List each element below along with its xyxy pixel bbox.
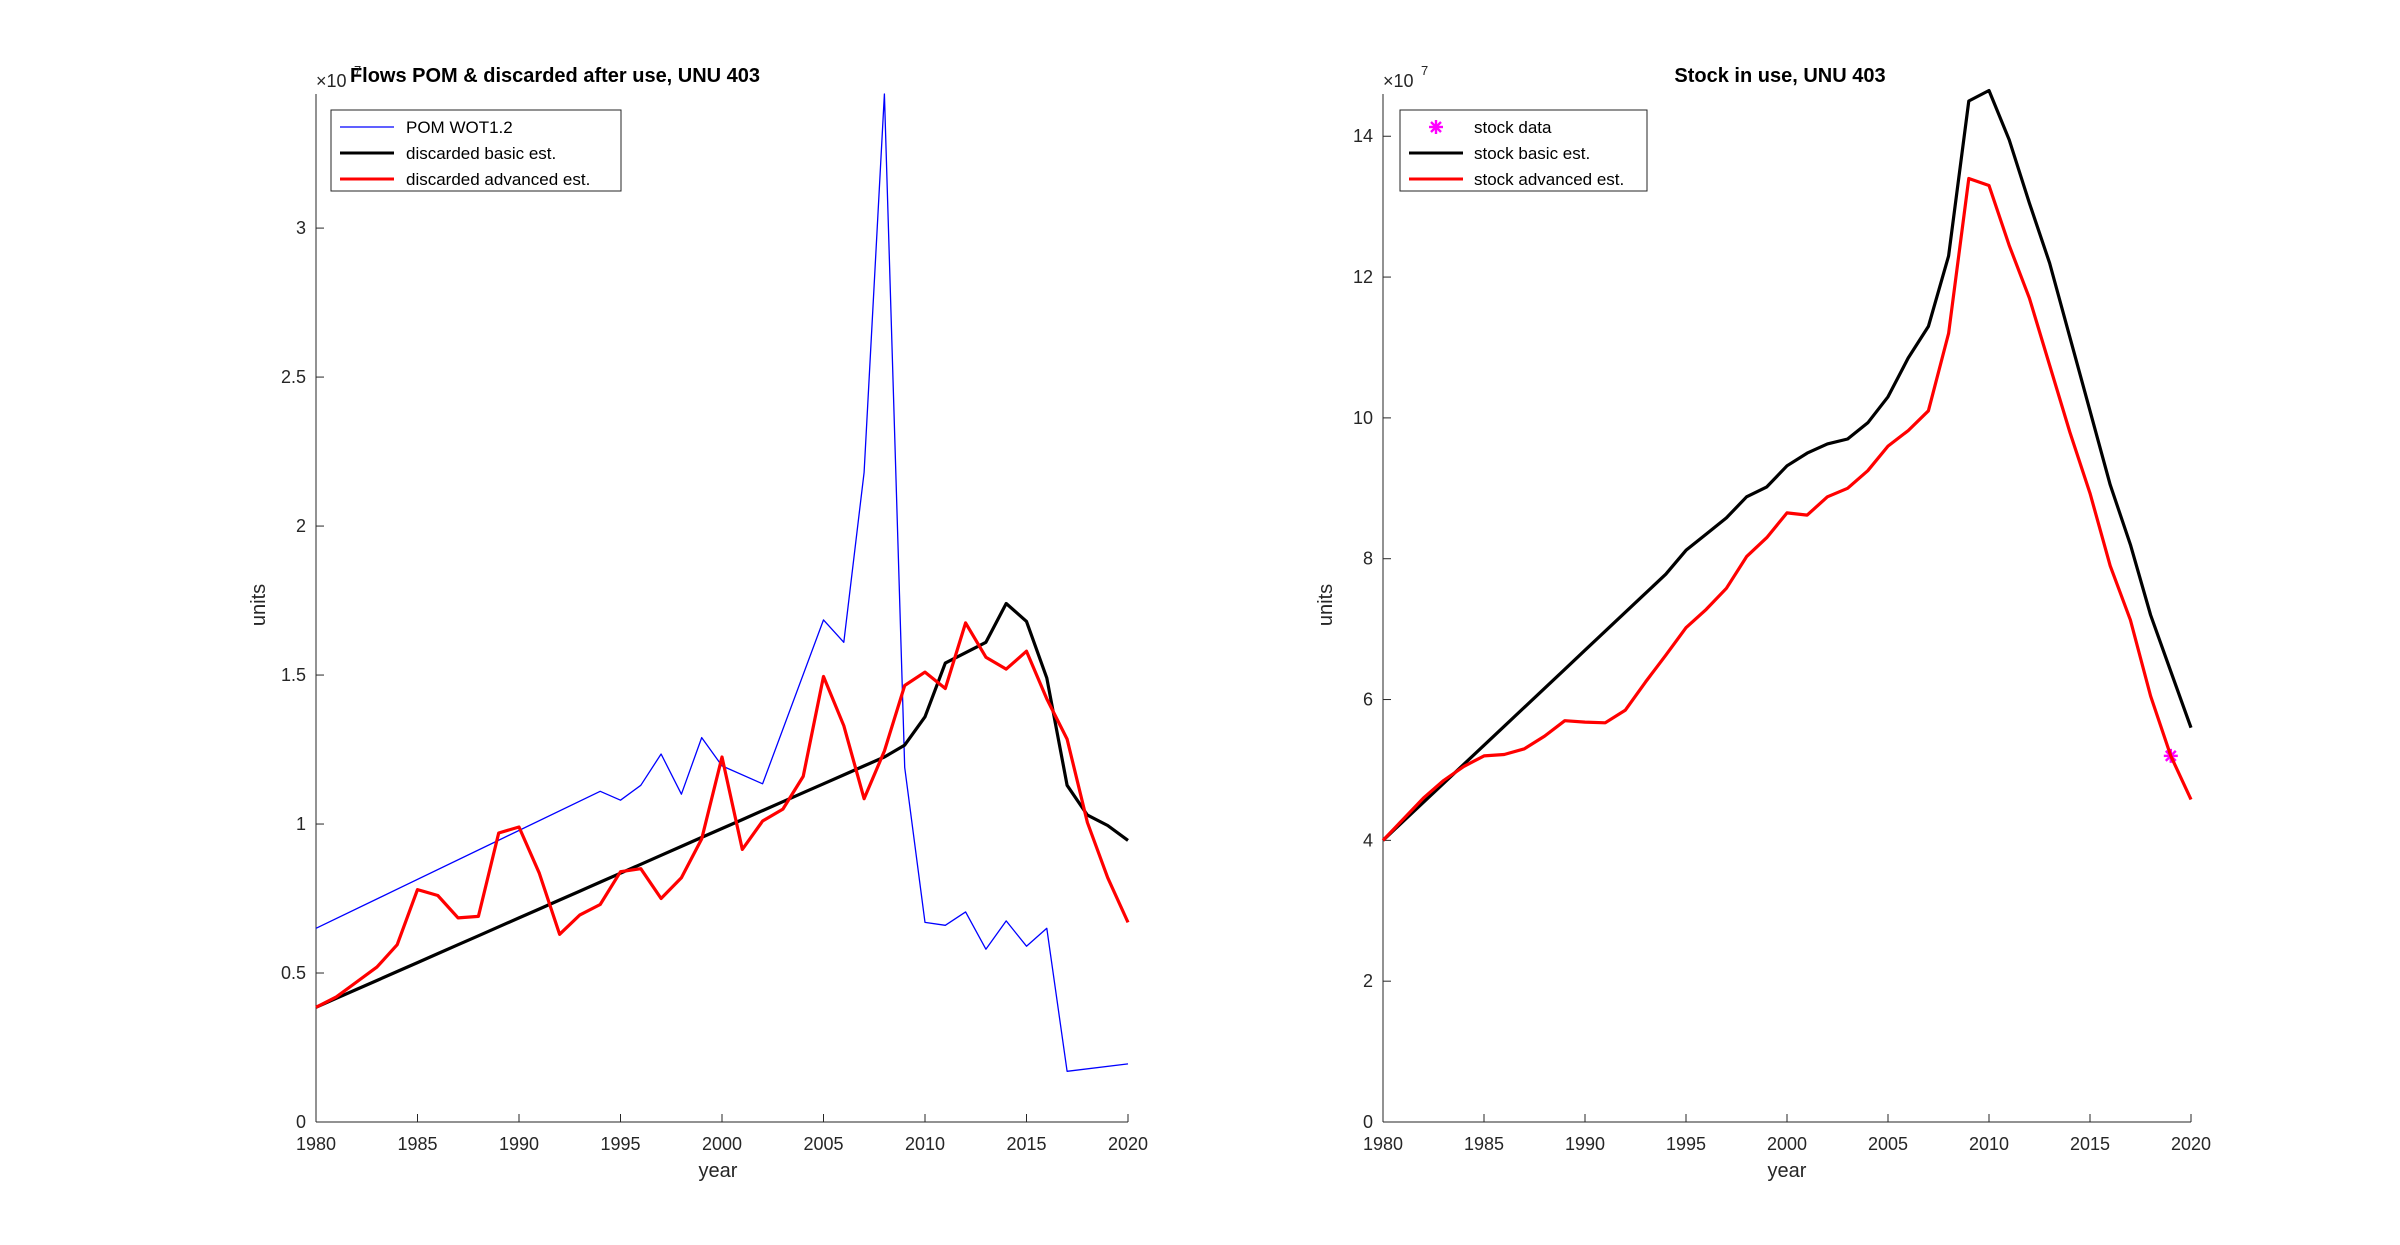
exponent-base: ×10 (1383, 71, 1414, 91)
chart-flows: Flows POM & discarded after use, UNU 403… (248, 63, 1148, 1182)
y-tick-label: 2 (1363, 971, 1373, 991)
x-tick-label: 1980 (296, 1134, 336, 1154)
series-line-stock-advanced-est- (1381, 176, 2193, 842)
x-tick-label: 2005 (803, 1134, 843, 1154)
chart-title: Stock in use, UNU 403 (1674, 65, 1885, 87)
x-tick-label: 2020 (1108, 1134, 1148, 1154)
legend-swatch-stock-data (1429, 120, 1443, 134)
y-tick-label: 2 (296, 516, 306, 536)
plot-area: 1980 1985 1990 1995 2000 2005 2010 2015 2020 0 0.5… (281, 93, 1148, 1154)
legend-label-pom: POM WOT1.2 (406, 118, 513, 137)
legend: POM WOT1.2 discarded basic est. discarde… (330, 109, 622, 192)
y-exponent-label: ×10 7 (316, 63, 361, 91)
x-tick-label: 2000 (1767, 1134, 1807, 1154)
y-tick-label: 10 (1353, 408, 1373, 428)
exponent-power: 7 (1421, 63, 1428, 78)
exponent-power: 7 (354, 63, 361, 78)
y-tick-label: 8 (1363, 549, 1373, 569)
x-tick-label: 1990 (499, 1134, 539, 1154)
plot-area: 1980 1985 1990 1995 2000 2005 2010 2015 2020 0 2 4 6… (1353, 88, 2211, 1154)
y-tick-label: 4 (1363, 830, 1373, 850)
y-tick-label: 1 (296, 814, 306, 834)
series-line-pom-wot1-2 (315, 93, 1129, 1072)
y-tick-label: 0 (1363, 1112, 1373, 1132)
y-tick-label: 12 (1353, 267, 1373, 287)
chart-stock: Stock in use, UNU 403 ×10 7 1980 1985 1990… (1315, 63, 2211, 1182)
x-tick-label: 2020 (2171, 1134, 2211, 1154)
series-line-discarded-basic-est- (315, 601, 1129, 1009)
legend-label-stock-data: stock data (1474, 118, 1552, 137)
x-tick-label: 1985 (397, 1134, 437, 1154)
y-exponent-label: ×10 7 (1383, 63, 1428, 91)
legend-label-stock-advanced: stock advanced est. (1474, 170, 1624, 189)
x-tick-label: 1995 (600, 1134, 640, 1154)
y-axis-label: units (1315, 584, 1337, 626)
y-tick-label: 3 (296, 218, 306, 238)
x-tick-label: 2010 (905, 1134, 945, 1154)
legend-label-stock-basic: stock basic est. (1474, 144, 1590, 163)
x-tick-label: 2000 (702, 1134, 742, 1154)
y-tick-label: 1.5 (281, 665, 306, 685)
y-axis-label: units (248, 584, 270, 626)
legend-label-basic: discarded basic est. (406, 144, 556, 163)
x-tick-label: 2015 (2070, 1134, 2110, 1154)
y-tick-label: 0.5 (281, 963, 306, 983)
x-axis-label: year (1768, 1160, 1807, 1182)
x-axis-label: year (699, 1160, 738, 1182)
chart-title: Flows POM & discarded after use, UNU 403 (350, 65, 760, 87)
y-tick-label: 0 (296, 1112, 306, 1132)
legend: stock data stock basic est. stock advanc… (1399, 109, 1648, 192)
legend-label-advanced: discarded advanced est. (406, 170, 590, 189)
series-line-discarded-advanced-est- (315, 621, 1130, 1009)
x-tick-label: 1990 (1565, 1134, 1605, 1154)
y-tick-label: 14 (1353, 126, 1373, 146)
x-tick-label: 2005 (1868, 1134, 1908, 1154)
x-tick-label: 1995 (1666, 1134, 1706, 1154)
y-tick-label: 2.5 (281, 367, 306, 387)
y-tick-label: 6 (1363, 690, 1373, 710)
x-tick-label: 2010 (1969, 1134, 2009, 1154)
x-tick-label: 1985 (1464, 1134, 1504, 1154)
exponent-base: ×10 (316, 71, 347, 91)
series-line-stock-basic-est- (1381, 88, 2193, 842)
x-tick-label: 1980 (1363, 1134, 1403, 1154)
x-tick-label: 2015 (1006, 1134, 1046, 1154)
